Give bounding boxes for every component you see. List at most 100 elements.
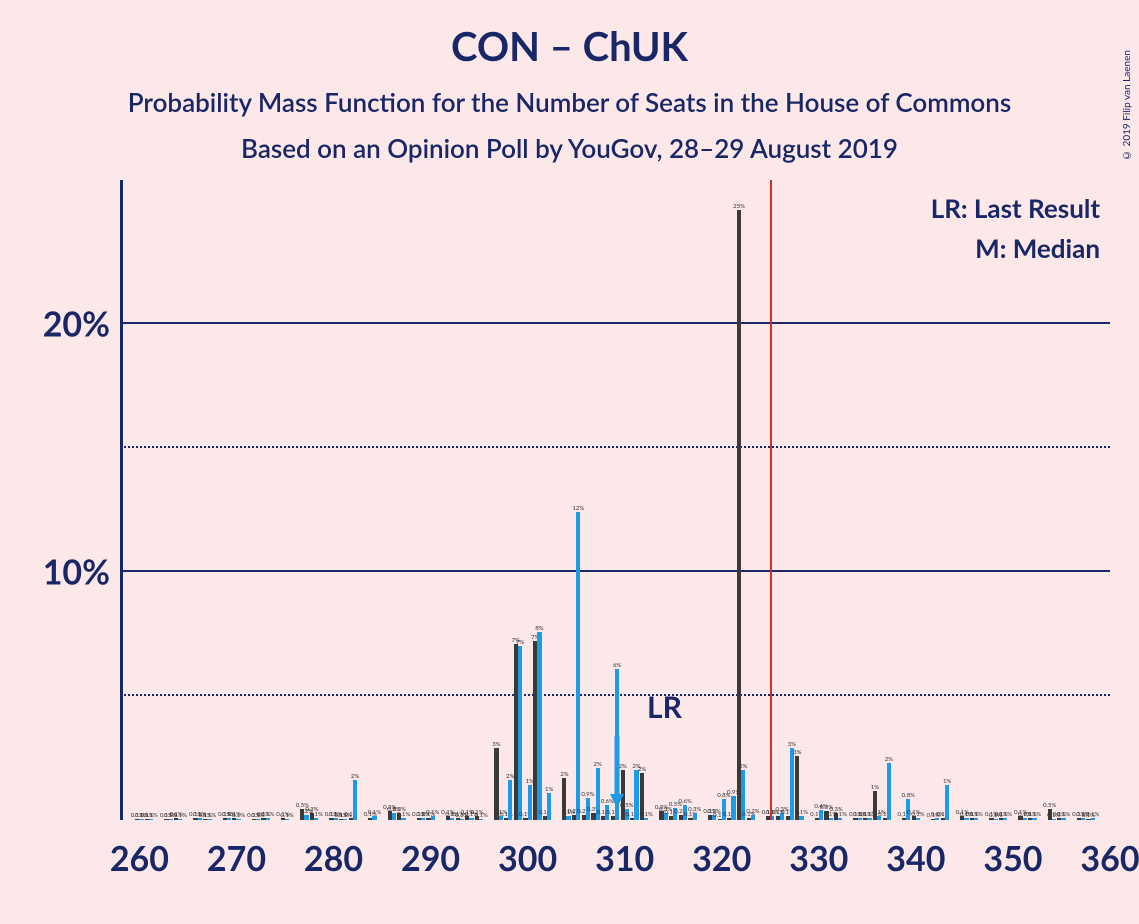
bar-value-label: 25% [733,203,745,210]
bar-value-label: 2% [594,761,602,768]
bar-value-label: 0.1% [1057,811,1070,818]
bar-value-label: 3% [788,741,796,748]
bar-value-label: 1% [871,784,879,791]
bar-blue: 1% [528,785,532,820]
bar-blue: 0.1% [401,818,405,820]
bar-value-label: 0.1% [174,812,187,819]
bar-blue: 0.1% [566,816,570,820]
bar-blue: 0.2% [304,815,308,820]
bar-blue: 0.1% [372,816,376,820]
bar-blue: 0.1% [644,818,648,820]
bar-blue: 3% [790,748,794,820]
x-tick-label: 290 [401,820,460,879]
y-axis-line [120,180,123,820]
gridline-major [120,322,1110,324]
bar-value-label: 0.1% [397,811,410,818]
bar-blue: 0.1% [207,819,211,820]
x-tick-label: 340 [886,820,945,879]
bar-blue: 0.1% [285,819,289,820]
bar-value-label: 2% [560,771,568,778]
bar-blue: 0.1% [450,818,454,820]
legend-m: M: Median [975,232,1100,264]
bar-blue: 2% [508,780,512,820]
bar-blue: 0.1% [421,818,425,820]
lr-arrow-icon [608,736,626,808]
bar-blue: 0.1% [1023,818,1027,820]
y-tick-label: 20% [43,304,120,345]
bar-dark: 25% [737,210,741,820]
bar-blue: 0.1% [227,818,231,820]
y-tick-label: 10% [43,552,120,593]
bar-blue: 0.2% [751,815,755,820]
bar-blue: 0.1% [1091,818,1095,820]
bar-value-label: 0.1% [368,809,381,816]
bar-blue: 12% [576,512,580,820]
bar-value-label: 3% [793,749,801,756]
x-tick-label: 330 [789,820,848,879]
bar-blue: 1% [945,785,949,820]
bar-value-label: 2% [638,766,646,773]
bar-blue: 0.1% [169,819,173,820]
median-line [770,180,772,820]
bar-blue: 2% [634,770,638,820]
bar-value-label: 1% [545,786,553,793]
bar-blue: 0.1% [935,818,939,820]
bar-value-label: 0.2% [746,808,759,815]
bar-value-label: 0.1% [911,811,924,818]
bar-blue: 0.1% [256,819,260,820]
bar-value-label: 0.9% [581,791,594,798]
bar-value-label: 0.1% [999,811,1012,818]
bar-blue: 0.4% [819,810,823,820]
bar-blue: 0.1% [236,819,240,820]
bar-value-label: 0.6% [678,798,691,805]
bar-value-label: 0.1% [970,811,983,818]
bar-blue: 0.1% [974,818,978,820]
bar-blue: 0.1% [469,818,473,820]
copyright-text: © 2019 Filip van Laenen [1121,50,1133,161]
x-tick-label: 260 [110,820,169,879]
bar-blue: 0.1% [994,819,998,820]
bar-value-label: 0.1% [1086,811,1099,818]
bar-blue: 0.1% [266,818,270,820]
bar-blue: 0.1% [431,816,435,820]
bar-value-label: 0.1% [795,809,808,816]
bar-blue: 0.1% [916,818,920,820]
bar-value-label: 0.1% [834,811,847,818]
bar-value-label: 3% [492,741,500,748]
x-tick-label: 310 [595,820,654,879]
bar-blue: 0.1% [460,819,464,820]
bar-value-label: 1% [943,778,951,785]
bar-blue: 0.1% [799,816,803,820]
bar-value-label: 0.1% [145,812,158,819]
bar-value-label: 0.1% [475,812,488,819]
bar-blue: 0.1% [838,818,842,820]
bar-blue: 0.1% [314,818,318,820]
bar-blue: 0.1% [964,818,968,820]
bar-value-label: 2% [739,763,747,770]
x-tick-label: 300 [498,820,557,879]
bar-value-label: 0.1% [310,811,323,818]
bar-blue: 0.3% [392,813,396,820]
bar-value-label: 6% [613,662,621,669]
bar-blue: 0.1% [479,819,483,820]
bar-blue: 0.1% [149,819,153,820]
bar-blue: 8% [537,632,541,820]
bar-value-label: 0.1% [1028,811,1041,818]
gridline-minor [120,446,1110,448]
bar-blue: 2% [353,780,357,820]
bar-blue: 0.1% [1052,819,1056,820]
bar-blue: 0.9% [731,796,735,820]
bar-blue: 0.1% [867,818,871,820]
legend-lr: LR: Last Result [931,192,1100,224]
bar-blue: 0.1% [1003,818,1007,820]
x-tick-label: 350 [983,820,1042,879]
bar-value-label: 2% [351,773,359,780]
bar-blue: 0.3% [693,813,697,820]
bar-value-label: 0.5% [1043,802,1056,809]
bar-blue: 0.1% [1061,818,1065,820]
bar-blue: 0.1% [178,819,182,820]
bar-value-label: 0.1% [232,812,245,819]
bar-value-label: 0.3% [688,806,701,813]
chart-title: CON – ChUK [0,0,1139,70]
bar-value-label: 8% [535,625,543,632]
